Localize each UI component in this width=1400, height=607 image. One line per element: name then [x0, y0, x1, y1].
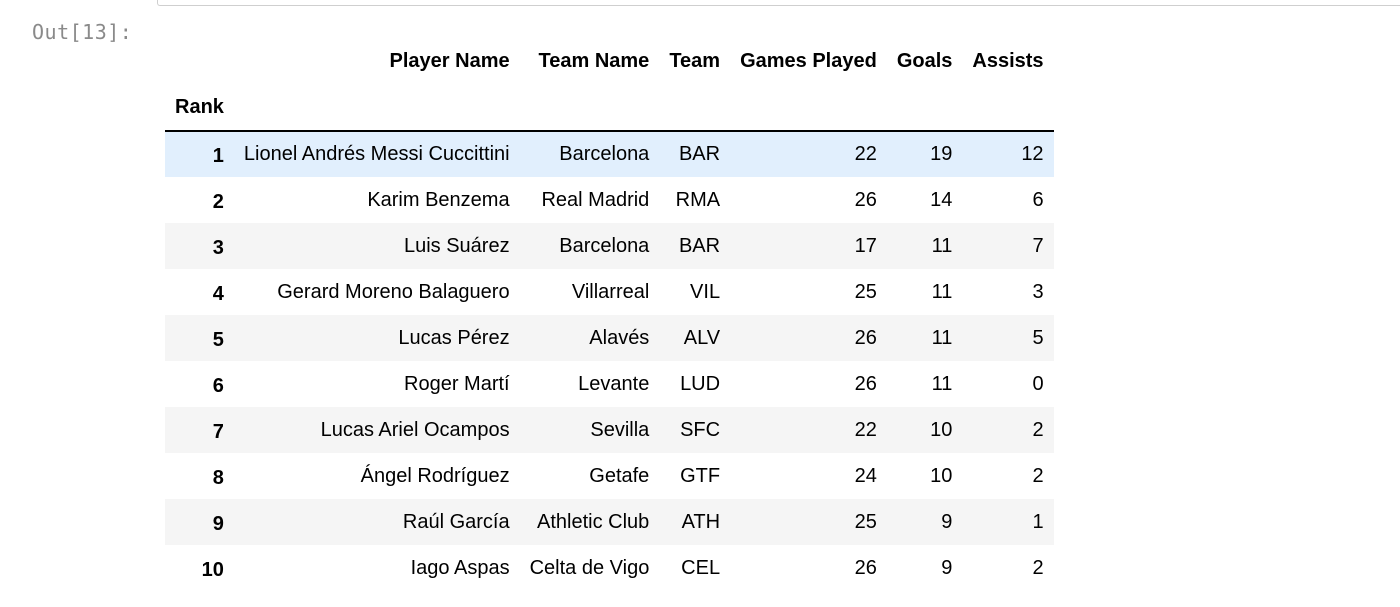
column-header: Games Played	[740, 49, 877, 72]
table-cell: 6	[1032, 188, 1044, 211]
table-cell: Karim Benzema	[367, 188, 510, 211]
table-cell: Athletic Club	[537, 510, 650, 533]
index-name-row: Rank	[165, 84, 1054, 132]
table-cell: Barcelona	[559, 143, 650, 165]
table-row: 8 Ángel Rodríguez Getafe GTF 24 10 2	[165, 453, 1054, 499]
table-row: 3 Luis Suárez Barcelona BAR 17 11 7	[165, 223, 1054, 269]
column-header: Goals	[896, 49, 953, 72]
table-cell: 9	[941, 556, 953, 579]
table-cell: Sevilla	[590, 418, 650, 441]
rank-index-cell: 5	[212, 328, 224, 351]
table-cell: 10	[930, 418, 953, 441]
table-cell: 26	[854, 556, 877, 579]
column-header: Assists	[972, 49, 1044, 72]
table-cell: 26	[854, 372, 877, 395]
rank-index-cell: 1	[212, 145, 224, 167]
table-cell: 3	[1032, 280, 1044, 303]
table-cell: ATH	[681, 510, 721, 533]
blank-corner-header	[165, 38, 234, 84]
table-cell: VIL	[690, 280, 721, 303]
table-cell: Lucas Ariel Ocampos	[320, 418, 510, 441]
table-cell: 26	[854, 188, 877, 211]
table-cell: 2	[1032, 464, 1044, 487]
rank-index-cell: 8	[212, 466, 224, 489]
rank-index-cell: 9	[212, 512, 224, 535]
table-cell: Luis Suárez	[403, 234, 510, 257]
table-cell: 7	[1032, 234, 1044, 257]
table-cell: 25	[854, 280, 877, 303]
table-row: 10 Iago Aspas Celta de Vigo CEL 26 9 2	[165, 545, 1054, 591]
table-cell: 24	[854, 464, 877, 487]
table-cell: CEL	[681, 556, 721, 579]
dataframe-table: Player Name Team Name Team Games Played …	[165, 38, 1054, 591]
table-cell: BAR	[678, 143, 721, 165]
table-cell: 9	[941, 510, 953, 533]
table-cell: Villarreal	[571, 280, 650, 303]
column-header: Team Name	[538, 49, 650, 72]
table-cell: 14	[930, 188, 953, 211]
table-cell: Lionel Andrés Messi Cuccittini	[243, 143, 510, 165]
table-cell: 0	[1032, 372, 1044, 395]
table-cell: BAR	[678, 234, 721, 257]
table-cell: 5	[1032, 326, 1044, 349]
table-cell: 11	[931, 372, 953, 395]
rank-index-cell: 10	[201, 558, 224, 581]
table-cell: GTF	[680, 464, 721, 487]
table-cell: Gerard Moreno Balaguero	[277, 280, 510, 303]
table-cell: Alavés	[589, 326, 650, 349]
table-cell: Real Madrid	[541, 188, 650, 211]
table-cell: 26	[854, 326, 877, 349]
table-row: 7 Lucas Ariel Ocampos Sevilla SFC 22 10 2	[165, 407, 1054, 453]
rank-index-cell: 2	[212, 190, 224, 213]
table-cell: 12	[1021, 143, 1044, 165]
rank-index-cell: 3	[212, 236, 224, 259]
table-cell: 11	[931, 234, 953, 257]
table-cell: Lucas Pérez	[398, 326, 510, 349]
index-name-header: Rank	[165, 84, 234, 132]
rank-index-cell: 6	[212, 374, 224, 397]
table-cell: Barcelona	[559, 234, 650, 257]
table-cell: 2	[1032, 556, 1044, 579]
table-cell: Roger Martí	[404, 372, 510, 395]
table-cell: Celta de Vigo	[529, 556, 650, 579]
rank-index-cell: 4	[212, 282, 224, 305]
table-row: 4 Gerard Moreno Balaguero Villarreal VIL 25 1…	[165, 269, 1054, 315]
table-cell: 19	[930, 143, 953, 165]
table-cell: LUD	[680, 372, 721, 395]
table-cell: 2	[1032, 418, 1044, 441]
table-cell: ALV	[683, 326, 721, 349]
table-cell: SFC	[680, 418, 721, 441]
table-body: 1 Lionel Andrés Messi Cuccittini Barcelona…	[165, 131, 1054, 591]
table-row: 1 Lionel Andrés Messi Cuccittini Barcelona…	[165, 131, 1054, 177]
table-cell: 10	[930, 464, 953, 487]
table-cell: RMA	[675, 188, 721, 211]
table-cell: Raúl García	[402, 510, 510, 533]
table-row: 5 Lucas Pérez Alavés ALV 26 11 5	[165, 315, 1054, 361]
table-row: 6 Roger Martí Levante LUD 26 11 0	[165, 361, 1054, 407]
table-cell: 22	[854, 143, 877, 165]
rank-index-cell: 7	[212, 420, 224, 443]
table-cell: Ángel Rodríguez	[360, 464, 510, 487]
table-row: 9 Raúl García Athletic Club ATH 25 9 1	[165, 499, 1054, 545]
table-cell: 11	[931, 280, 953, 303]
column-header: Team	[669, 49, 721, 72]
table-cell: 11	[931, 326, 953, 349]
table-row: 2 Karim Benzema Real Madrid RMA 26 14 6	[165, 177, 1054, 223]
output-prompt: Out[13]:	[32, 20, 133, 44]
column-header: Player Name	[389, 49, 510, 72]
previous-cell-border	[157, 0, 1400, 6]
table-cell: 22	[854, 418, 877, 441]
table-cell: 17	[854, 234, 877, 257]
table-cell: Getafe	[589, 464, 650, 487]
column-header-row: Player Name Team Name Team Games Played …	[165, 38, 1054, 84]
table-cell: Iago Aspas	[410, 556, 510, 579]
table-cell: 25	[854, 510, 877, 533]
table-cell: 1	[1032, 510, 1044, 533]
table-cell: Levante	[578, 372, 650, 395]
